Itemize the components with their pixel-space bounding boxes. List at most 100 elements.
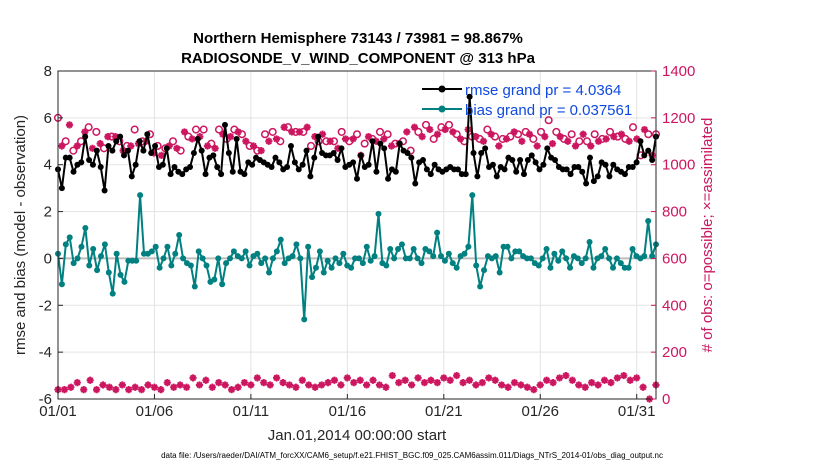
obs-low-marker [626,376,634,384]
obs-low-marker [253,374,261,382]
obs-low-marker [388,371,396,380]
bias-point [215,255,222,262]
bias-point [258,260,265,267]
rmse-point [474,173,481,180]
bias-point [266,269,273,276]
obs-assimilated-marker [165,142,173,150]
bias-point [629,246,636,253]
rmse-point [101,187,108,194]
rmse-series-layer [55,93,659,194]
rmse-point [427,171,434,178]
obs-assimilated-marker [157,151,166,159]
obs-possible-marker [582,137,592,146]
obs-low-marker [363,381,371,389]
obs-assimilated-marker [602,135,610,143]
rmse-point [93,147,100,154]
obs-assimilated-marker [295,128,304,136]
bias-point [273,248,280,255]
obs-possible-marker [260,130,270,139]
rmse-point [303,147,310,154]
rmse-point [420,157,427,164]
obs-low-marker [459,379,467,387]
obs-low-marker [260,379,268,387]
rmse-point [194,135,201,142]
obs-possible-marker [84,123,93,132]
bias-point [336,260,343,267]
obs-possible-marker [268,127,277,136]
obs-assimilated-marker [249,142,258,150]
rmse-point [152,142,159,149]
bias-point [281,260,288,267]
rmse-point [454,166,461,173]
obs-assimilated-marker [111,133,120,141]
bias-point [78,243,85,250]
rmse-point [148,150,155,156]
bias-point [649,253,656,260]
obs-low-marker [221,381,229,389]
bias-point [574,255,581,262]
bias-point [434,229,441,236]
rmse-point [330,150,337,156]
obs-possible-marker [552,127,561,136]
obs-assimilated-marker [104,133,112,141]
bias-point [496,269,503,276]
chart-subtitle: RADIOSONDE_V_WIND_COMPONENT @ 313 hPa [181,50,536,67]
obs-assimilated-marker [495,142,503,150]
obs-low-marker [92,386,101,394]
rmse-point [637,138,644,145]
obs-assimilated-marker [211,144,219,152]
rmse-point [509,157,516,164]
obs-low-marker [414,374,422,382]
obs-assimilated-marker [334,144,342,152]
obs-low-marker [311,383,319,391]
rmse-point [544,145,551,152]
obs-assimilated-marker [472,133,480,141]
obs-assimilated-marker [326,137,334,145]
rmse-point [489,161,496,168]
obs-low-marker [324,379,332,387]
obs-low-marker [266,381,274,389]
bias-point [137,192,144,199]
rmse-point [602,161,609,168]
obs-low-marker [478,379,486,387]
obs-possible-marker [421,120,431,129]
rmse-point [109,147,116,154]
y2-axis-label: # of obs: o=possible; ×=assimilated [699,118,716,353]
bias-point [316,248,323,255]
obs-assimilated-marker [265,137,273,145]
bias-point [156,264,163,271]
rmse-point [462,171,469,178]
bias-point [481,267,488,274]
obs-low-marker [67,383,75,391]
obs-assimilated-marker [510,128,518,136]
bias-point [269,255,276,262]
bias-point [527,255,534,262]
obs-low-marker [292,383,300,391]
y-tick-label: -4 [39,344,52,361]
bias-point [398,241,405,248]
bias-point [246,262,253,269]
x-tick-label: 01/16 [329,403,367,420]
obs-low-marker [125,386,133,394]
rmse-point [567,171,574,178]
rmse-point [128,173,135,180]
bias-point [262,255,269,262]
rmse-point [159,161,166,168]
rmse-point [482,145,489,152]
legend-rmse-marker [438,85,446,93]
bias-point [105,269,112,276]
obs-possible-marker [214,125,224,134]
rmse-point [423,166,430,173]
obs-low-marker [568,376,576,384]
obs-assimilated-marker [610,133,618,141]
rmse-point [225,150,232,156]
bias-point [74,255,81,262]
bias-point [160,255,167,262]
obs-low-marker [491,376,499,384]
obs-low-marker [523,383,531,391]
bias-point [109,290,116,297]
rmse-point [590,178,597,185]
obs-possible-marker [352,130,362,139]
rmse-point [536,166,543,173]
